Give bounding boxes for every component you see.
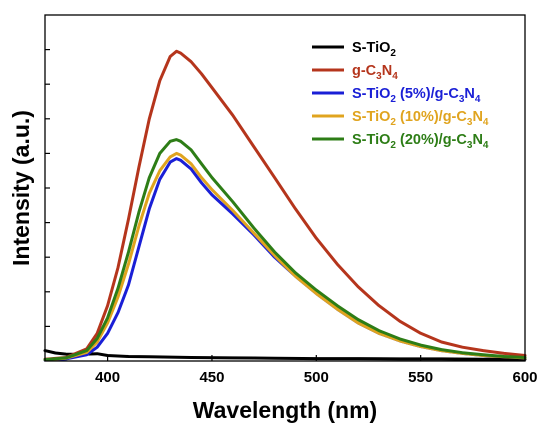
x-tick-label-1: 450 <box>199 369 224 386</box>
x-tick-label-0: 400 <box>95 369 120 386</box>
x-tick-label-3: 550 <box>408 369 433 386</box>
series-line-1 <box>43 49 527 361</box>
y-axis <box>45 48 50 327</box>
plot-frame <box>44 14 526 362</box>
x-axis: 400 450 500 550 600 <box>95 355 538 386</box>
legend-label-0: S-TiO2 <box>352 40 396 59</box>
series-layer <box>43 49 527 362</box>
legend: S-TiO2 g-C3N4 S-TiO2 (5%)/g-C3N4 S-TiO2 (10… <box>312 40 489 151</box>
legend-label-2: S-TiO2 (5%)/g-C3N4 <box>352 86 481 105</box>
series-line-3 <box>43 151 527 362</box>
legend-label-3: S-TiO2 (10%)/g-C3N4 <box>352 109 489 128</box>
x-tick-label-2: 500 <box>304 369 329 386</box>
series-line-2 <box>43 157 527 362</box>
x-axis-title: Wavelength (nm) <box>193 397 377 423</box>
series-line-4 <box>43 138 527 362</box>
y-axis-title: Intensity (a.u.) <box>8 110 34 266</box>
legend-label-1: g-C3N4 <box>352 63 398 82</box>
legend-label-4: S-TiO2 (20%)/g-C3N4 <box>352 132 489 151</box>
x-tick-label-4: 600 <box>512 369 537 386</box>
